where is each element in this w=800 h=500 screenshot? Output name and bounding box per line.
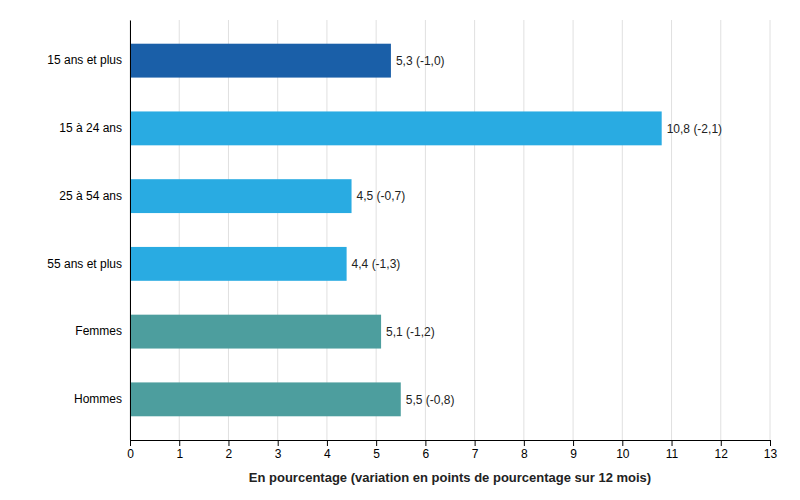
x-tick: 6 xyxy=(423,440,430,461)
x-tick-label: 11 xyxy=(666,447,679,461)
x-tick: 7 xyxy=(472,440,479,461)
y-tick: Hommes xyxy=(74,392,130,406)
y-axis-line xyxy=(130,21,131,441)
grid-line xyxy=(573,20,574,440)
grid-line xyxy=(228,20,229,440)
bar xyxy=(130,179,352,213)
x-axis: 012345678910111213 xyxy=(127,440,777,461)
plot: 01234567891011121315 ans et plus15 à 24 … xyxy=(47,20,777,485)
x-tick-mark xyxy=(376,440,377,446)
grid-line xyxy=(474,20,475,440)
x-tick-mark xyxy=(622,440,623,446)
x-tick-mark xyxy=(573,440,574,446)
bars xyxy=(130,44,662,417)
x-tick-label: 6 xyxy=(423,447,430,461)
x-tick: 11 xyxy=(666,440,679,461)
chart: 01234567891011121315 ans et plus15 à 24 … xyxy=(0,0,800,500)
x-tick: 9 xyxy=(570,440,577,461)
x-tick: 13 xyxy=(764,440,778,461)
data-labels: 5,3 (-1,0) 10,8 (-2,1) 4,5 (-0,7) 4,4 (-1,3… xyxy=(352,54,722,407)
x-tick-label: 12 xyxy=(715,447,729,461)
x-tick: 10 xyxy=(616,440,630,461)
x-tick: 12 xyxy=(715,440,729,461)
data-label: 10,8 (-2,1) xyxy=(667,122,722,136)
x-axis-line xyxy=(131,441,771,447)
x-tick-mark xyxy=(278,440,279,446)
x-tick-label: 1 xyxy=(176,447,183,461)
x-tick-mark xyxy=(524,440,525,446)
x-tick: 1 xyxy=(176,440,183,461)
grid xyxy=(130,20,770,440)
y-axis: 15 ans et plus 15 à 24 ans 25 à 54 ans 55 a… xyxy=(47,21,130,441)
x-tick-mark xyxy=(770,440,771,446)
x-tick-label: 9 xyxy=(570,447,577,461)
grid-line xyxy=(523,20,524,440)
x-tick-label: 7 xyxy=(472,447,479,461)
y-tick: 25 à 54 ans xyxy=(59,189,130,203)
grid-line xyxy=(720,20,721,440)
x-tick-mark xyxy=(672,440,673,446)
y-tick-label: Femmes xyxy=(75,324,122,338)
x-tick-label: 5 xyxy=(373,447,380,461)
x-tick-mark xyxy=(721,440,722,446)
y-tick: 15 ans et plus xyxy=(47,53,130,67)
y-tick-label: 15 à 24 ans xyxy=(59,121,122,135)
data-label: 5,5 (-0,8) xyxy=(406,393,455,407)
x-tick-mark xyxy=(179,440,180,446)
bar xyxy=(130,315,381,349)
bar xyxy=(130,247,347,281)
grid-line xyxy=(425,20,426,440)
data-label: 4,4 (-1,3) xyxy=(352,257,401,271)
grid-line xyxy=(179,20,180,440)
x-tick-mark xyxy=(425,440,426,446)
x-tick-label: 10 xyxy=(616,447,630,461)
grid-line xyxy=(130,20,131,440)
x-tick-label: 0 xyxy=(127,447,134,461)
grid-line xyxy=(671,20,672,440)
grid-line xyxy=(770,20,771,440)
y-tick-label: 55 ans et plus xyxy=(47,257,122,271)
y-tick-label: 15 ans et plus xyxy=(47,53,122,67)
x-axis-title: En pourcentage (variation en points de p… xyxy=(249,470,651,485)
x-tick-label: 8 xyxy=(521,447,528,461)
x-tick-label: 3 xyxy=(275,447,282,461)
bar xyxy=(130,44,391,78)
y-tick: 55 ans et plus xyxy=(47,257,130,271)
x-tick-label: 2 xyxy=(226,447,233,461)
x-tick-mark xyxy=(228,440,229,446)
grid-line xyxy=(622,20,623,440)
y-tick: 15 à 24 ans xyxy=(59,121,130,135)
x-tick: 2 xyxy=(226,440,233,461)
grid-line xyxy=(376,20,377,440)
x-tick-label: 13 xyxy=(764,447,778,461)
data-label: 5,1 (-1,2) xyxy=(386,325,435,339)
x-tick: 4 xyxy=(324,440,331,461)
x-tick-mark xyxy=(327,440,328,446)
bar xyxy=(130,382,401,416)
x-tick-mark xyxy=(475,440,476,446)
bar xyxy=(130,111,662,145)
grid-line xyxy=(277,20,278,440)
y-tick-label: 25 à 54 ans xyxy=(59,189,122,203)
x-tick: 5 xyxy=(373,440,380,461)
data-label: 5,3 (-1,0) xyxy=(396,54,445,68)
y-tick-label: Hommes xyxy=(74,392,122,406)
x-tick-label: 4 xyxy=(324,447,331,461)
x-tick: 3 xyxy=(275,440,282,461)
grid-line xyxy=(326,20,327,440)
y-tick: Femmes xyxy=(75,324,130,338)
data-label: 4,5 (-0,7) xyxy=(357,189,406,203)
x-tick: 0 xyxy=(127,440,134,461)
x-tick: 8 xyxy=(521,440,528,461)
x-tick-mark xyxy=(130,440,131,446)
